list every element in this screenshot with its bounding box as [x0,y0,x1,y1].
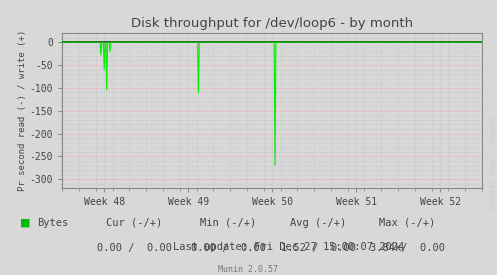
Text: 0.00 /  0.00: 0.00 / 0.00 [97,243,171,252]
Y-axis label: Pr second read (-) / write (+): Pr second read (-) / write (+) [18,30,27,191]
Text: Bytes: Bytes [37,218,69,228]
Text: Avg (-/+): Avg (-/+) [290,218,346,228]
Text: Munin 2.0.57: Munin 2.0.57 [219,265,278,274]
Text: ■: ■ [20,218,30,228]
Text: 1.52 /  0.00: 1.52 / 0.00 [281,243,355,252]
Text: RRDTOOL / TOBI OETIKER: RRDTOOL / TOBI OETIKER [488,116,494,209]
Text: Min (-/+): Min (-/+) [200,218,257,228]
Title: Disk throughput for /dev/loop6 - by month: Disk throughput for /dev/loop6 - by mont… [131,17,413,31]
Text: Last update: Fri Dec 27 15:00:07 2024: Last update: Fri Dec 27 15:00:07 2024 [172,243,404,252]
Text: Max (-/+): Max (-/+) [379,218,436,228]
Text: 0.00 /  0.00: 0.00 / 0.00 [191,243,266,252]
Text: 3.84k/  0.00: 3.84k/ 0.00 [370,243,445,252]
Text: Cur (-/+): Cur (-/+) [106,218,163,228]
